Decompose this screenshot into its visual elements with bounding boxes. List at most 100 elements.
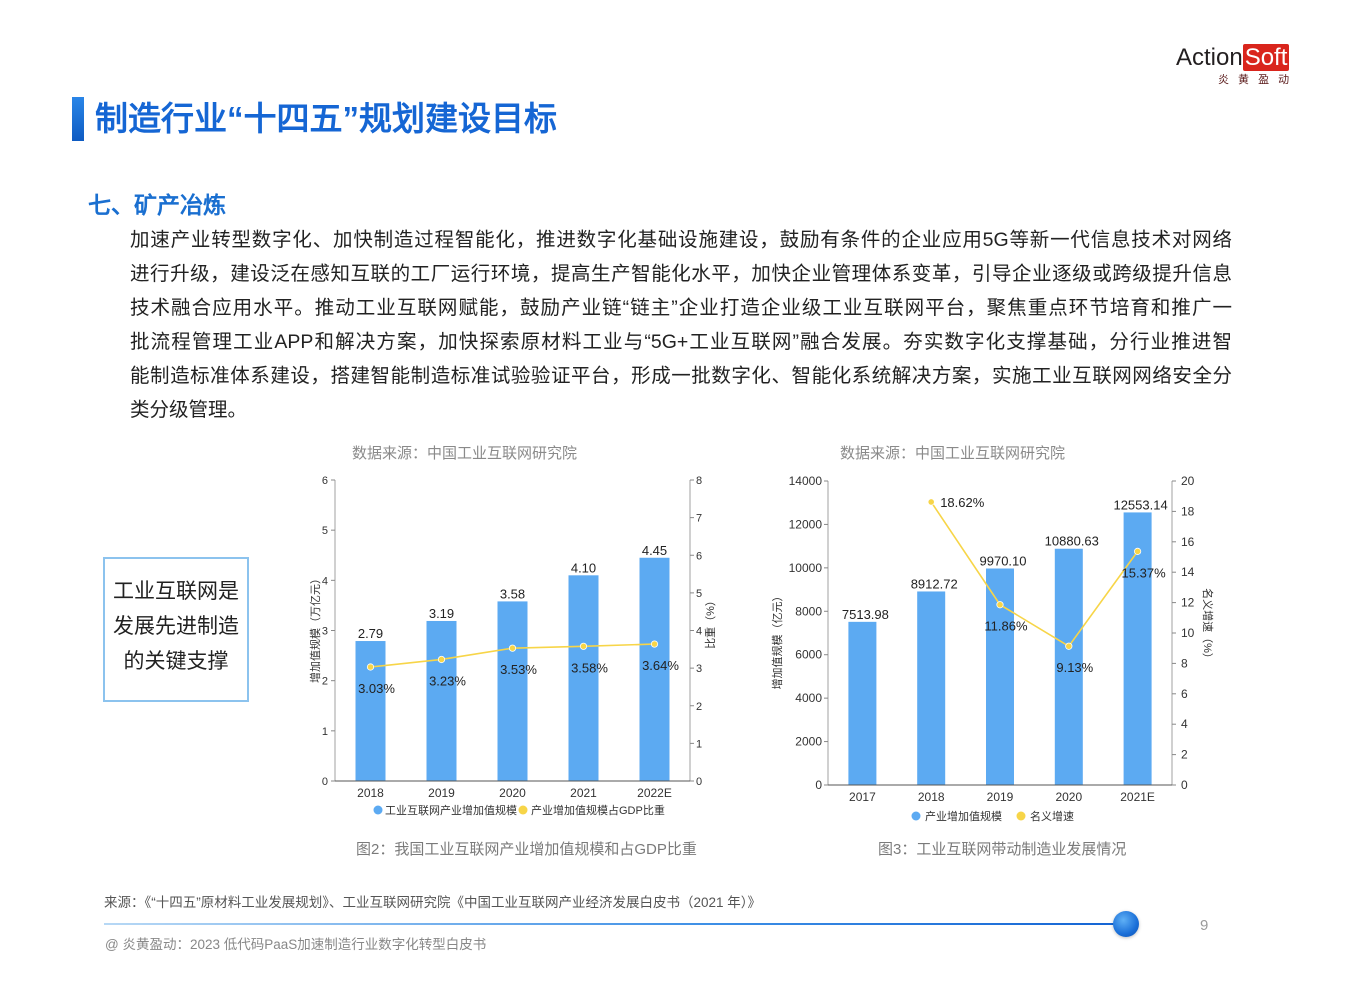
bar-value-label: 7513.98 — [842, 607, 889, 622]
y2-tick-label: 18 — [1181, 504, 1195, 518]
bar-value-label: 4.10 — [571, 560, 596, 575]
x-tick-label: 2021E — [1120, 790, 1155, 804]
bar — [917, 591, 946, 785]
legend-swatch — [1016, 811, 1026, 821]
y-tick-label: 6 — [322, 475, 328, 487]
y2-tick-label: 2 — [696, 701, 702, 713]
title-accent-bar — [72, 97, 84, 141]
x-tick-label: 2022E — [637, 786, 672, 800]
paragraph-line: 技术融合应用水平。推动工业互联网赋能，鼓励产业链“链主”企业打造企业级工业互联网… — [130, 297, 1232, 319]
y-tick-label: 1 — [322, 726, 328, 738]
bar — [639, 557, 670, 781]
y2-tick-label: 0 — [696, 776, 702, 788]
y2-tick-label: 8 — [1181, 656, 1188, 670]
paragraph-line: 批流程管理工业APP和解决方案，加快探索原材料工业与“5G+工业互联网”融合发展… — [130, 331, 1232, 353]
y-tick-label: 3 — [322, 626, 328, 638]
paragraph-line: 进行升级，建设泛在感知互联的工厂运行环境，提高生产智能化水平，加快企业管理体系变… — [130, 263, 1232, 285]
line-point — [579, 642, 588, 650]
y-tick-label: 12000 — [789, 517, 823, 531]
line-point — [1133, 547, 1142, 555]
line-value-label: 15.37% — [1122, 565, 1167, 580]
x-tick-label: 2021 — [570, 786, 597, 800]
footer-dot-ornament — [1113, 911, 1139, 937]
y2-tick-label: 6 — [696, 550, 702, 562]
y2-tick-label: 2 — [1181, 748, 1188, 762]
bar-value-label: 3.19 — [429, 606, 454, 621]
bar-value-label: 8912.72 — [911, 576, 958, 591]
bar — [1123, 512, 1152, 785]
y-tick-label: 4 — [322, 575, 328, 587]
section-heading: 七、矿产冶炼 — [88, 192, 226, 218]
bar-value-label: 2.79 — [358, 626, 383, 641]
y2-tick-label: 3 — [696, 663, 702, 675]
paragraph-line: 能制造标准体系建设，搭建智能制造标准试验验证平台，形成一批数字化、智能化系统解决… — [130, 365, 1232, 387]
bar-value-label: 12553.14 — [1113, 497, 1167, 512]
line-value-label: 3.03% — [358, 681, 395, 696]
line-point — [927, 498, 935, 506]
x-tick-label: 2017 — [849, 790, 876, 804]
y2-tick-label: 16 — [1181, 535, 1195, 549]
page-title: 制造行业“十四五”规划建设目标 — [95, 100, 557, 137]
logo-wordmark: ActionSoft — [1176, 44, 1290, 71]
line-value-label: 3.58% — [571, 660, 608, 675]
line-value-label: 11.86% — [984, 619, 1028, 634]
legend-label: 产业增加值规模 — [925, 809, 1002, 823]
bar-value-label: 9970.10 — [980, 554, 1027, 569]
legend-label: 产业增加值规模占GDP比重 — [531, 803, 665, 817]
x-tick-label: 2020 — [499, 786, 526, 800]
y-tick-label: 6000 — [795, 648, 822, 662]
x-tick-label: 2018 — [357, 786, 384, 800]
legend-label: 工业互联网产业增加值规模 — [385, 803, 517, 817]
line-point — [996, 601, 1004, 609]
figure-caption: 图3：工业互联网带动制造业发展情况 — [878, 841, 1127, 858]
body-paragraph: 加速产业转型数字化、加快制造过程智能化，推进数字化基础设施建设，鼓励有条件的企业… — [130, 223, 1232, 427]
logo-tagline: 炎 黄 盈 动 — [1218, 74, 1293, 86]
line-point — [1065, 642, 1073, 650]
y-tick-label: 14000 — [789, 474, 823, 488]
page-number: 9 — [1200, 917, 1209, 934]
callout-line: 发展先进制造 — [113, 615, 239, 638]
figure-source-note: 数据来源：中国工业互联网研究院 — [352, 445, 578, 462]
chart-manufacturing-growth: 0 2000 4000 6000 8000 10000 12000 14000 0 2 4 6 8 10 1… — [770, 474, 1215, 823]
y-tick-label: 10000 — [789, 561, 823, 575]
line-point — [437, 655, 446, 664]
callout-line: 工业互联网是 — [113, 580, 239, 603]
x-tick-label: 2020 — [1055, 790, 1082, 804]
copyright-note: @ 炎黄盈动：2023 低代码PaaS加速制造行业数字化转型白皮书 — [105, 937, 487, 952]
line-value-label: 3.53% — [500, 662, 537, 677]
y2-tick-label: 5 — [696, 588, 702, 600]
bar — [848, 621, 877, 785]
bar — [1054, 548, 1083, 785]
y2-tick-label: 10 — [1181, 626, 1195, 640]
paragraph-line: 加速产业转型数字化、加快制造过程智能化，推进数字化基础设施建设，鼓励有条件的企业… — [130, 229, 1232, 251]
y2-tick-label: 20 — [1181, 474, 1195, 488]
y2-tick-label: 6 — [1181, 687, 1188, 701]
callout-line: 的关键支撑 — [123, 650, 229, 673]
x-tick-label: 2019 — [428, 786, 455, 800]
x-tick-label: 2019 — [987, 790, 1014, 804]
bar — [986, 568, 1014, 785]
legend-swatch — [518, 805, 528, 815]
bar-value-label: 3.58 — [500, 586, 525, 601]
y-axis-title: 增加值规模（亿元） — [770, 591, 784, 690]
y2-tick-label: 7 — [696, 513, 702, 525]
chart-industrial-internet-scale: 0 1 2 3 4 5 6 0 1 2 3 4 5 6 7 8 2.79 3.19 3.58 4.10 4.45 3.03… — [308, 475, 717, 817]
bar — [355, 641, 386, 781]
line-value-label: 9.13% — [1056, 660, 1093, 675]
paragraph-line: 类分级管理。 — [130, 399, 248, 421]
y-tick-label: 5 — [322, 525, 328, 537]
y2-tick-label: 0 — [1181, 778, 1188, 792]
bar — [426, 620, 457, 781]
series-line — [930, 501, 1139, 648]
line-point — [366, 663, 375, 671]
y2-axis-title: 名义增速（%） — [1201, 588, 1215, 664]
line-point — [650, 640, 659, 648]
y-tick-label: 4000 — [795, 691, 822, 705]
bar — [497, 601, 528, 781]
bar-value-label: 4.45 — [642, 543, 667, 558]
logo-action-text: Action — [1176, 44, 1243, 71]
footer-source-note: 来源：《“十四五”原材料工业发展规划》、工业互联网研究院《中国工业互联网产业经济… — [104, 895, 762, 910]
line-value-label: 3.64% — [642, 658, 679, 673]
y2-axis-title: 比重（%） — [703, 595, 717, 649]
legend-swatch — [911, 811, 921, 821]
